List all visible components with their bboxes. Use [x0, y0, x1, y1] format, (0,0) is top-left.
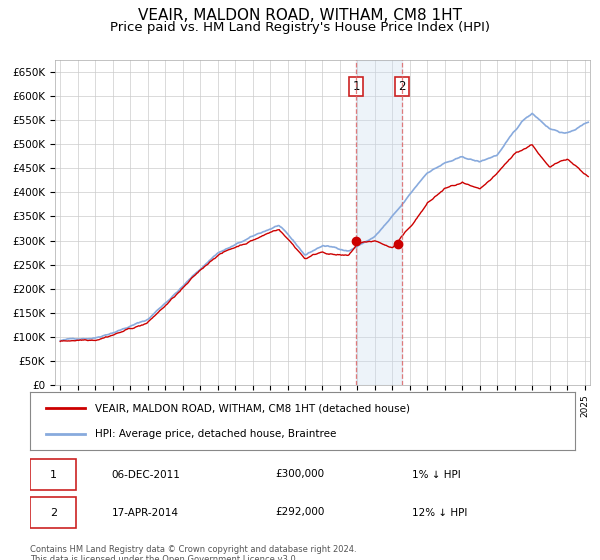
Text: Price paid vs. HM Land Registry's House Price Index (HPI): Price paid vs. HM Land Registry's House …: [110, 21, 490, 34]
Text: £292,000: £292,000: [275, 507, 325, 517]
Text: 12% ↓ HPI: 12% ↓ HPI: [412, 507, 467, 517]
Bar: [356, 60, 402, 385]
Text: 2: 2: [398, 80, 406, 93]
Text: Contains HM Land Registry data © Crown copyright and database right 2024.
This d: Contains HM Land Registry data © Crown c…: [30, 545, 356, 560]
FancyBboxPatch shape: [30, 459, 76, 489]
Text: 1: 1: [352, 80, 360, 93]
Text: HPI: Average price, detached house, Braintree: HPI: Average price, detached house, Brai…: [95, 429, 337, 439]
Text: £300,000: £300,000: [275, 469, 325, 479]
FancyBboxPatch shape: [30, 497, 76, 528]
Text: 1: 1: [50, 469, 57, 479]
Text: 17-APR-2014: 17-APR-2014: [112, 507, 179, 517]
Text: 2: 2: [50, 507, 57, 517]
Text: 06-DEC-2011: 06-DEC-2011: [112, 469, 181, 479]
Text: 1% ↓ HPI: 1% ↓ HPI: [412, 469, 460, 479]
Text: VEAIR, MALDON ROAD, WITHAM, CM8 1HT: VEAIR, MALDON ROAD, WITHAM, CM8 1HT: [138, 8, 462, 24]
Text: VEAIR, MALDON ROAD, WITHAM, CM8 1HT (detached house): VEAIR, MALDON ROAD, WITHAM, CM8 1HT (det…: [95, 403, 410, 413]
